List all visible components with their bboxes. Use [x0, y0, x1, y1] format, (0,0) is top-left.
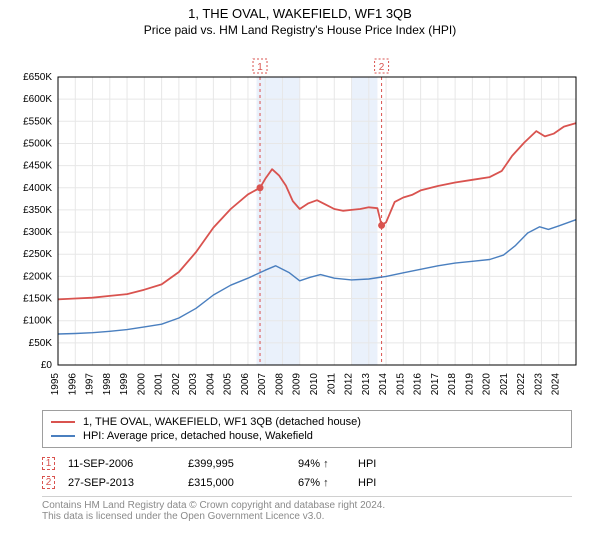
license-line: Contains HM Land Registry data © Crown c…	[42, 500, 572, 511]
svg-text:2019: 2019	[464, 373, 475, 396]
event-marker: 2	[42, 476, 55, 489]
svg-text:2003: 2003	[188, 373, 199, 396]
legend-swatch	[51, 435, 75, 437]
svg-text:2023: 2023	[533, 373, 544, 396]
chart: £0 £50K £100K £150K £200K £250K £300K £350K £400…	[0, 39, 600, 404]
svg-text:£350K: £350K	[23, 205, 52, 216]
svg-text:2002: 2002	[171, 373, 182, 396]
svg-text:£0: £0	[41, 360, 53, 371]
chart-svg: £0 £50K £100K £150K £200K £250K £300K £350K £400…	[0, 39, 600, 399]
svg-text:£600K: £600K	[23, 94, 52, 105]
svg-text:£450K: £450K	[23, 161, 52, 172]
svg-text:2022: 2022	[516, 373, 527, 396]
event-marker: 1	[42, 457, 55, 470]
svg-text:£200K: £200K	[23, 271, 52, 282]
event-suffix: HPI	[358, 477, 388, 489]
legend-label: HPI: Average price, detached house, Wake…	[83, 430, 313, 442]
svg-text:2012: 2012	[344, 373, 355, 396]
svg-text:£100K: £100K	[23, 316, 52, 327]
svg-text:2000: 2000	[136, 373, 147, 396]
event-pct: 67% ↑	[298, 477, 358, 489]
svg-text:£650K: £650K	[23, 72, 52, 83]
svg-text:2014: 2014	[378, 373, 389, 396]
svg-text:2017: 2017	[430, 373, 441, 396]
svg-text:£150K: £150K	[23, 294, 52, 305]
event-row: 1 11-SEP-2006 £399,995 94% ↑ HPI	[42, 454, 572, 473]
figure-container: 1, THE OVAL, WAKEFIELD, WF1 3QB Price pa…	[0, 0, 600, 522]
svg-text:2001: 2001	[154, 373, 165, 396]
svg-text:1996: 1996	[67, 373, 78, 396]
svg-text:2010: 2010	[309, 373, 320, 396]
svg-text:2006: 2006	[240, 373, 251, 396]
svg-text:2013: 2013	[361, 373, 372, 396]
svg-text:2020: 2020	[482, 373, 493, 396]
svg-text:2007: 2007	[257, 373, 268, 396]
svg-text:£400K: £400K	[23, 183, 52, 194]
up-arrow-icon: ↑	[323, 458, 329, 470]
svg-text:£250K: £250K	[23, 249, 52, 260]
svg-text:2008: 2008	[274, 373, 285, 396]
event-pct: 94% ↑	[298, 458, 358, 470]
title-block: 1, THE OVAL, WAKEFIELD, WF1 3QB Price pa…	[0, 0, 600, 39]
legend-swatch	[51, 421, 75, 423]
legend: 1, THE OVAL, WAKEFIELD, WF1 3QB (detache…	[42, 410, 572, 448]
svg-text:2005: 2005	[223, 373, 234, 396]
svg-text:1: 1	[257, 62, 263, 73]
svg-text:1997: 1997	[85, 373, 96, 396]
svg-text:£550K: £550K	[23, 116, 52, 127]
svg-text:2009: 2009	[292, 373, 303, 396]
svg-text:1999: 1999	[119, 373, 130, 396]
svg-text:2021: 2021	[499, 373, 510, 396]
svg-text:£500K: £500K	[23, 138, 52, 149]
svg-text:2011: 2011	[326, 373, 337, 395]
event-row: 2 27-SEP-2013 £315,000 67% ↑ HPI	[42, 473, 572, 492]
svg-text:£300K: £300K	[23, 227, 52, 238]
legend-item: 1, THE OVAL, WAKEFIELD, WF1 3QB (detache…	[51, 415, 563, 429]
title-main: 1, THE OVAL, WAKEFIELD, WF1 3QB	[0, 6, 600, 21]
svg-text:1998: 1998	[102, 373, 113, 396]
event-date: 11-SEP-2006	[68, 458, 188, 470]
license-text: Contains HM Land Registry data © Crown c…	[42, 496, 572, 522]
event-price: £315,000	[188, 477, 298, 489]
events-table: 1 11-SEP-2006 £399,995 94% ↑ HPI 2 27-SE…	[42, 454, 572, 492]
up-arrow-icon: ↑	[323, 477, 329, 489]
svg-text:2015: 2015	[395, 373, 406, 396]
title-sub: Price paid vs. HM Land Registry's House …	[0, 23, 600, 37]
svg-text:2016: 2016	[413, 373, 424, 396]
svg-text:2018: 2018	[447, 373, 458, 396]
svg-text:2004: 2004	[205, 373, 216, 396]
event-date: 27-SEP-2013	[68, 477, 188, 489]
svg-text:£50K: £50K	[29, 338, 53, 349]
event-price: £399,995	[188, 458, 298, 470]
svg-text:2024: 2024	[551, 373, 562, 396]
svg-text:1995: 1995	[50, 373, 61, 396]
svg-text:2: 2	[379, 62, 385, 73]
legend-label: 1, THE OVAL, WAKEFIELD, WF1 3QB (detache…	[83, 416, 361, 428]
license-line: This data is licensed under the Open Gov…	[42, 511, 572, 522]
legend-item: HPI: Average price, detached house, Wake…	[51, 429, 563, 443]
event-suffix: HPI	[358, 458, 388, 470]
